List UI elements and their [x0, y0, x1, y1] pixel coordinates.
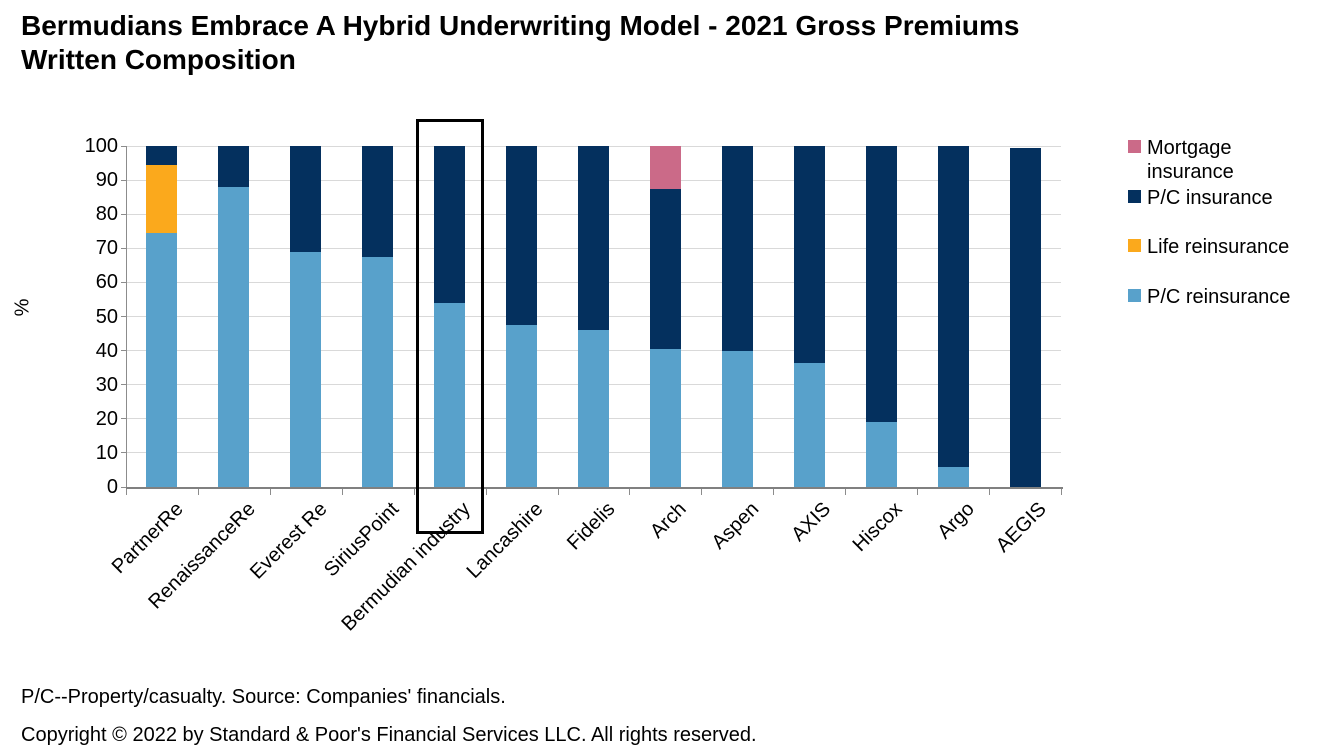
bar-segment-p-c-reinsurance-siriuspoint — [362, 256, 394, 487]
bar-segment-p-c-reinsurance-fidelis — [578, 330, 609, 487]
y-tick-label: 0 — [106, 476, 118, 498]
bar-segment-p-c-reinsurance-axis — [793, 362, 825, 487]
legend-item-life-reinsurance: Life reinsurance — [1128, 235, 1289, 259]
y-tick-label: 40 — [95, 339, 118, 362]
bar-segment-p-c-insurance-aspen — [721, 146, 753, 351]
legend-item-mortgage-insurance: Mortgage insurance — [1128, 136, 1234, 184]
x-tick-mark — [485, 489, 487, 495]
bar-segment-p-c-insurance-bermudian-industry — [434, 146, 466, 303]
y-tick-mark — [121, 281, 126, 283]
y-tick-label: 60 — [95, 271, 118, 294]
page-title: Bermudians Embrace A Hybrid Underwriting… — [21, 9, 1081, 77]
legend-swatch-icon — [1128, 239, 1141, 252]
legend-swatch-icon — [1128, 140, 1141, 153]
x-axis-line — [126, 487, 1063, 489]
y-tick-label: 90 — [95, 169, 118, 192]
bar-segment-p-c-insurance-arch — [649, 188, 681, 349]
x-tick-mark — [917, 489, 919, 495]
legend-label-line: insurance — [1147, 161, 1234, 183]
category-label-fidelis: Fidelis — [562, 498, 620, 555]
y-tick-mark — [121, 384, 126, 386]
bar-segment-p-c-reinsurance-everest-re — [290, 251, 322, 487]
bar-segment-p-c-insurance-axis — [793, 146, 825, 363]
highlight-box-bermudian-industry — [415, 119, 484, 534]
x-tick-mark — [629, 489, 631, 495]
x-tick-mark — [341, 489, 343, 495]
category-label-aspen: Aspen — [707, 498, 763, 554]
category-label-everest-re: Everest Re — [245, 498, 332, 584]
y-tick-mark — [121, 316, 126, 317]
y-tick-mark — [121, 418, 126, 420]
legend-label: P/C reinsurance — [1147, 285, 1290, 309]
bar-segment-p-c-insurance-fidelis — [578, 146, 609, 331]
bar-segment-p-c-insurance-hiscox — [865, 146, 897, 423]
legend-label: Mortgage insurance — [1147, 136, 1234, 184]
y-tick-label: 70 — [95, 237, 118, 260]
category-label-arch: Arch — [646, 498, 691, 543]
bar-segment-p-c-insurance-renaissancere — [218, 146, 250, 187]
bar-segment-p-c-insurance-partnerre — [146, 146, 178, 165]
y-tick-label: 20 — [95, 407, 118, 430]
y-tick-mark — [121, 486, 126, 488]
category-label-hiscox: Hiscox — [848, 498, 907, 556]
y-tick-mark — [121, 452, 126, 454]
x-tick-mark — [413, 489, 415, 495]
legend-label: Life reinsurance — [1147, 235, 1289, 259]
legend-swatch-icon — [1128, 289, 1141, 302]
legend-item-p-c-reinsurance: P/C reinsurance — [1128, 285, 1290, 309]
category-label-aegis: AEGIS — [991, 498, 1051, 557]
legend-swatch-icon — [1128, 190, 1141, 203]
bar-segment-p-c-reinsurance-arch — [649, 348, 681, 487]
x-tick-mark — [1061, 489, 1062, 495]
y-tick-mark — [121, 247, 126, 249]
bar-segment-p-c-insurance-lancashire — [506, 146, 538, 326]
bar-segment-p-c-reinsurance-partnerre — [146, 232, 178, 487]
x-tick-mark — [989, 489, 991, 495]
legend-label-line: P/C reinsurance — [1147, 286, 1291, 308]
legend-label: P/C insurance — [1147, 186, 1273, 210]
legend-label-line: Mortgage — [1147, 137, 1232, 159]
bar-segment-p-c-insurance-everest-re — [290, 146, 322, 252]
x-tick-mark — [197, 489, 199, 495]
page-title-line-1: Bermudians Embrace A Hybrid Underwriting… — [21, 10, 1020, 41]
x-tick-mark — [773, 489, 775, 495]
category-label-argo: Argo — [933, 498, 979, 544]
bar-segment-p-c-insurance-siriuspoint — [362, 146, 394, 257]
x-tick-mark — [126, 489, 127, 495]
y-tick-label: 80 — [95, 203, 118, 226]
bar-segment-p-c-reinsurance-argo — [937, 466, 969, 487]
bar-segment-p-c-reinsurance-aspen — [721, 350, 753, 487]
y-tick-label: 50 — [95, 305, 118, 328]
bar-segment-p-c-reinsurance-renaissancere — [218, 186, 250, 487]
bar-segment-p-c-reinsurance-hiscox — [865, 422, 897, 487]
bar-segment-p-c-insurance-argo — [937, 146, 969, 467]
legend-label-line: P/C insurance — [1147, 187, 1273, 209]
x-tick-mark — [269, 489, 271, 495]
bar-segment-mortgage-insurance-arch — [649, 146, 681, 189]
y-tick-mark — [121, 145, 126, 147]
bar-segment-life-reinsurance-partnerre — [146, 164, 178, 233]
y-axis-line — [126, 146, 127, 487]
y-tick-label: 10 — [95, 441, 118, 464]
bar-segment-p-c-reinsurance-bermudian-industry — [434, 302, 466, 487]
source-footnote: P/C--Property/casualty. Source: Companie… — [21, 686, 506, 708]
legend-label-line: Life reinsurance — [1147, 236, 1290, 258]
bar-segment-p-c-insurance-aegis — [1009, 147, 1041, 487]
bar-segment-p-c-reinsurance-lancashire — [506, 325, 538, 487]
y-tick-label: 100 — [84, 135, 118, 157]
y-tick-mark — [121, 213, 126, 215]
page-title-line-2: Written Composition — [21, 44, 296, 75]
x-tick-mark — [845, 489, 847, 495]
y-tick-mark — [121, 350, 126, 352]
y-tick-mark — [121, 179, 126, 181]
copyright-notice: Copyright © 2022 by Standard & Poor's Fi… — [21, 724, 757, 746]
category-label-axis: AXIS — [787, 498, 835, 546]
x-tick-mark — [701, 489, 703, 495]
x-tick-mark — [557, 489, 559, 495]
y-tick-label: 30 — [95, 373, 118, 396]
legend-item-p-c-insurance: P/C insurance — [1128, 186, 1273, 210]
